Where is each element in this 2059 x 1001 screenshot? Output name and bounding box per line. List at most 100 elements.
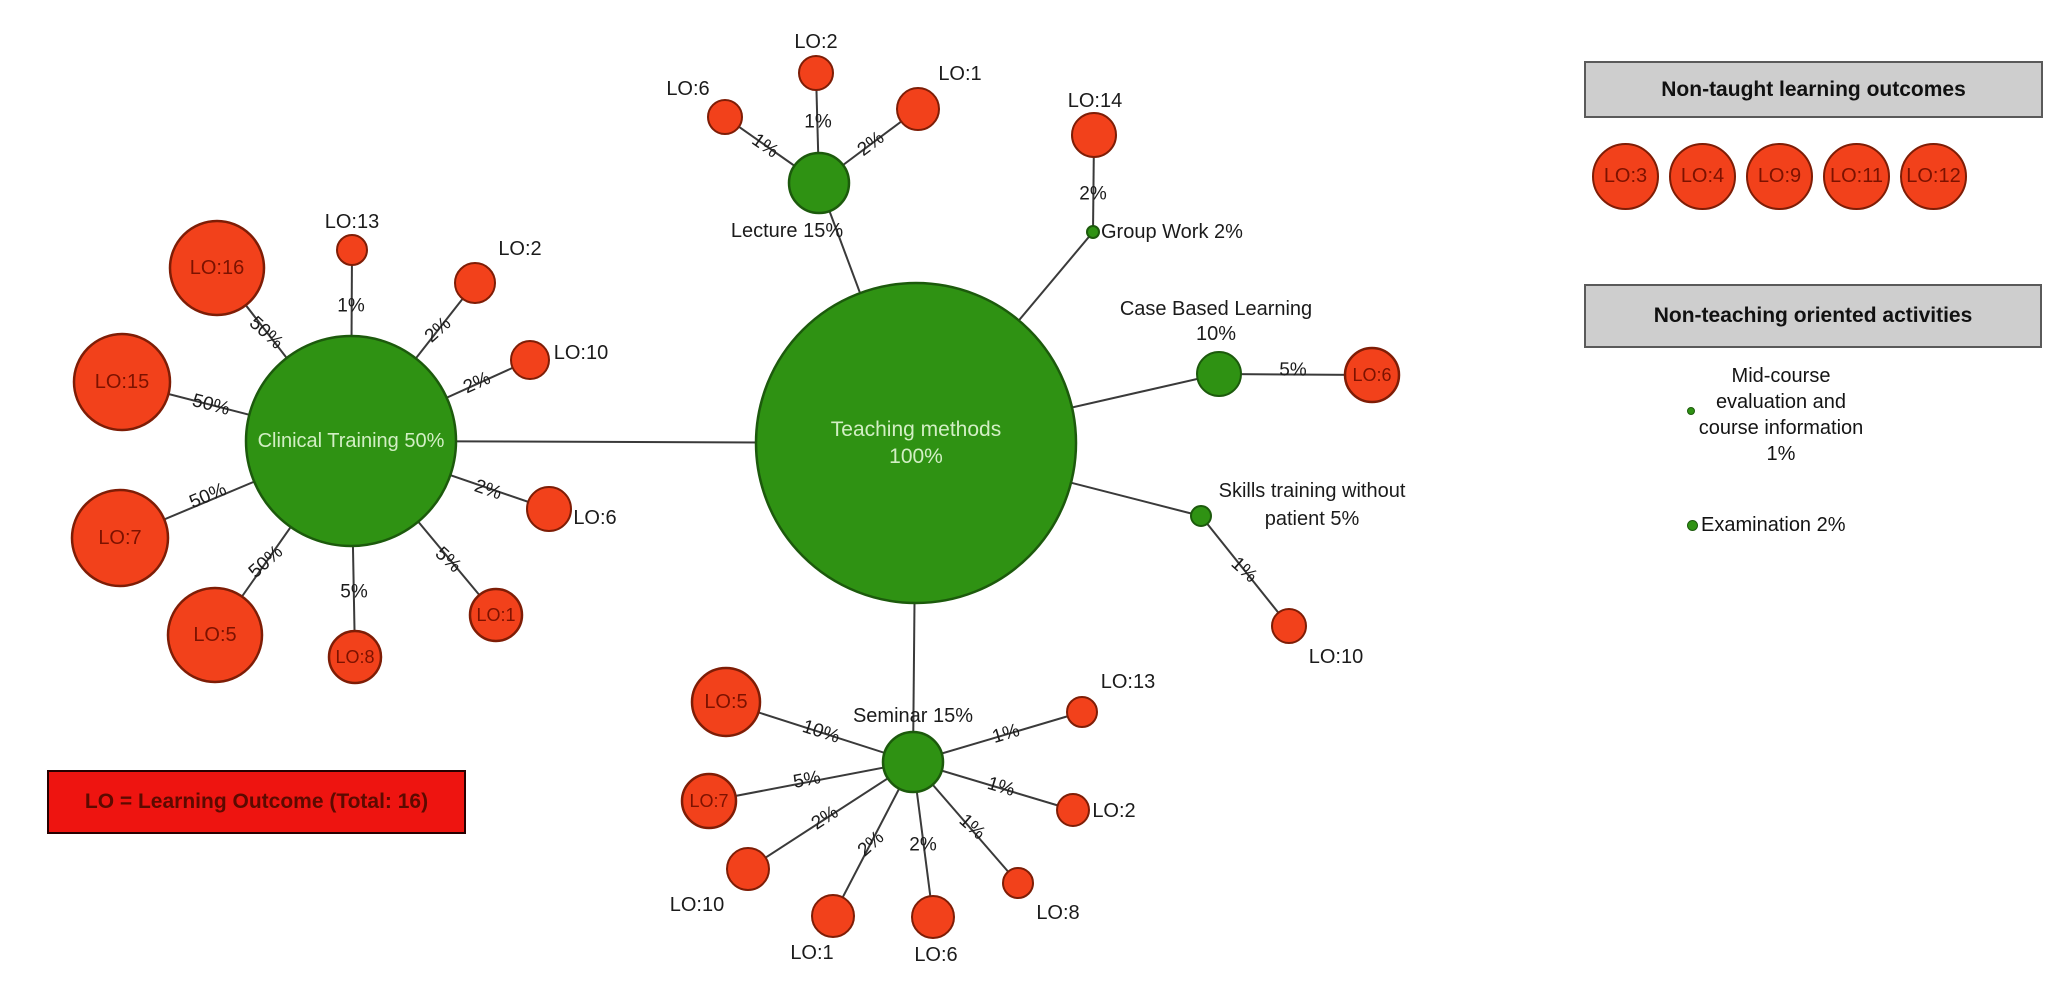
- non-taught-lo-row: LO:3 LO:4 LO:9 LO:11 LO:12: [1592, 143, 1967, 210]
- mid-course-dot: [1687, 407, 1695, 415]
- mid-course-line: course information: [1698, 417, 1864, 439]
- legend-lo-circle: LO:9: [1746, 143, 1813, 210]
- edge-label-clinical-c_lo10: 2%: [460, 368, 494, 398]
- non-teaching-title-box: Non-teaching oriented activities: [1584, 284, 2042, 348]
- node-label-s_lo8: LO:8: [1036, 902, 1079, 924]
- edge-seminar-s_lo7: [708, 761, 914, 802]
- node-c_lo13: [336, 234, 368, 266]
- node-label-casebased: Case Based Learning: [1120, 298, 1312, 320]
- node-c_lo6: [526, 486, 572, 532]
- node-label-cb_lo6: LO:6: [1352, 365, 1391, 385]
- legend-lo-circle: LO:12: [1900, 143, 1967, 210]
- edge-label-groupwork-gw_lo14: 2%: [1079, 184, 1107, 205]
- node-label-c_lo7: LO:7: [98, 527, 141, 549]
- edge-label-clinical-c_lo7: 50%: [186, 479, 229, 513]
- edge-label-lecture-l_lo2: 1%: [804, 112, 832, 133]
- edge-label-lecture-l_lo6: 1%: [748, 130, 783, 163]
- non-taught-title: Non-taught learning outcomes: [1661, 77, 1966, 101]
- node-seminar: [881, 730, 945, 794]
- node-casebased: [1196, 351, 1242, 397]
- node-c_lo7: [70, 488, 170, 588]
- node-s_lo13: [1066, 696, 1098, 728]
- node-label-c_lo16: LO:16: [190, 257, 244, 279]
- node-label-lecture: Lecture 15%: [731, 220, 844, 242]
- edge-label-lecture-l_lo1: 2%: [854, 127, 889, 160]
- edge-label-seminar-s_lo2: 1%: [985, 773, 1017, 801]
- node-label-s_lo2: LO:2: [1092, 800, 1135, 822]
- node-label-c_lo10: LO:10: [554, 342, 608, 364]
- node-label-s_lo10: LO:10: [670, 894, 724, 916]
- node-label-teaching: 100%: [889, 445, 943, 468]
- node-s_lo5: [690, 666, 762, 738]
- node-sk_lo10: [1271, 608, 1307, 644]
- node-label-s_lo6: LO:6: [914, 944, 957, 966]
- node-label-teaching: Teaching methods: [831, 418, 1001, 441]
- legend-lo-circle: LO:11: [1823, 143, 1890, 210]
- edge-label-seminar-s_lo7: 5%: [792, 767, 823, 793]
- edge-label-seminar-s_lo5: 10%: [800, 716, 843, 748]
- edge-label-seminar-s_lo10: 2%: [808, 802, 843, 835]
- edge-skills-sk_lo10: [1200, 515, 1290, 627]
- node-label-c_lo6: LO:6: [573, 507, 616, 529]
- node-label-clinical: Clinical Training 50%: [258, 430, 445, 452]
- legend-lo-circle: LO:3: [1592, 143, 1659, 210]
- edge-label-seminar-s_lo1: 2%: [854, 827, 889, 861]
- node-l_lo1: [896, 87, 940, 131]
- node-label-c_lo5: LO:5: [193, 624, 236, 646]
- mid-course-line: 1%: [1766, 443, 1796, 465]
- node-label-c_lo8: LO:8: [335, 647, 374, 667]
- node-c_lo5: [166, 586, 264, 684]
- node-label-s_lo13: LO:13: [1101, 671, 1155, 693]
- node-l_lo2: [798, 55, 834, 91]
- node-label-skills: patient 5%: [1265, 508, 1360, 530]
- edge-label-skills-sk_lo10: 1%: [1227, 553, 1262, 587]
- node-label-c_lo15: LO:15: [95, 371, 149, 393]
- node-label-seminar: Seminar 15%: [853, 705, 973, 727]
- legend-note: LO = Learning Outcome (Total: 16): [47, 770, 466, 834]
- node-label-groupwork: Group Work 2%: [1101, 221, 1243, 243]
- node-lecture: [787, 151, 851, 215]
- edge-label-clinical-c_lo15: 50%: [190, 390, 232, 420]
- edge-label-clinical-c_lo13: 1%: [337, 296, 365, 317]
- examination-dot: [1687, 520, 1698, 531]
- node-s_lo1: [811, 894, 855, 938]
- edge-label-casebased-cb_lo6: 5%: [1279, 359, 1307, 380]
- node-label-l_lo6: LO:6: [666, 78, 709, 100]
- legend-lo-circle: LO:4: [1669, 143, 1736, 210]
- node-c_lo2: [454, 262, 496, 304]
- edge-label-clinical-c_lo5: 50%: [245, 541, 287, 582]
- node-label-l_lo2: LO:2: [794, 31, 837, 53]
- node-skills: [1190, 505, 1212, 527]
- legend-note-text: LO = Learning Outcome (Total: 16): [84, 790, 429, 813]
- node-c_lo10: [510, 340, 550, 380]
- edge-label-clinical-c_lo16: 50%: [245, 312, 287, 353]
- edge-label-clinical-c_lo6: 2%: [472, 476, 505, 505]
- node-label-c_lo1: LO:1: [476, 605, 515, 625]
- edge-label-clinical-c_lo2: 2%: [421, 313, 456, 347]
- non-teaching-title: Non-teaching oriented activities: [1653, 304, 1973, 327]
- non-taught-title-box: Non-taught learning outcomes: [1584, 61, 2043, 118]
- node-label-s_lo5: LO:5: [704, 691, 747, 713]
- examination-activity: Examination 2%: [1701, 514, 1846, 536]
- mid-course-line: evaluation and: [1715, 391, 1847, 413]
- node-s_lo10: [726, 847, 770, 891]
- node-c_lo1: [468, 587, 524, 643]
- node-label-c_lo13: LO:13: [325, 211, 379, 233]
- node-label-l_lo1: LO:1: [938, 63, 981, 85]
- node-label-c_lo2: LO:2: [498, 238, 541, 260]
- node-label-gw_lo14: LO:14: [1068, 90, 1122, 112]
- edge-label-clinical-c_lo8: 5%: [340, 582, 368, 603]
- edge-label-seminar-s_lo13: 1%: [990, 720, 1022, 748]
- node-label-casebased: 10%: [1196, 323, 1236, 345]
- node-s_lo7: [680, 772, 738, 830]
- node-label-s_lo7: LO:7: [689, 791, 728, 811]
- edge-seminar-s_lo10: [747, 761, 914, 870]
- node-s_lo6: [911, 895, 955, 939]
- edge-label-seminar-s_lo6: 2%: [909, 835, 937, 856]
- node-gw_lo14: [1071, 112, 1117, 158]
- mid-course-activity: Mid-course evaluation and course informa…: [1650, 363, 1912, 467]
- node-c_lo15: [72, 332, 172, 432]
- node-s_lo2: [1056, 793, 1090, 827]
